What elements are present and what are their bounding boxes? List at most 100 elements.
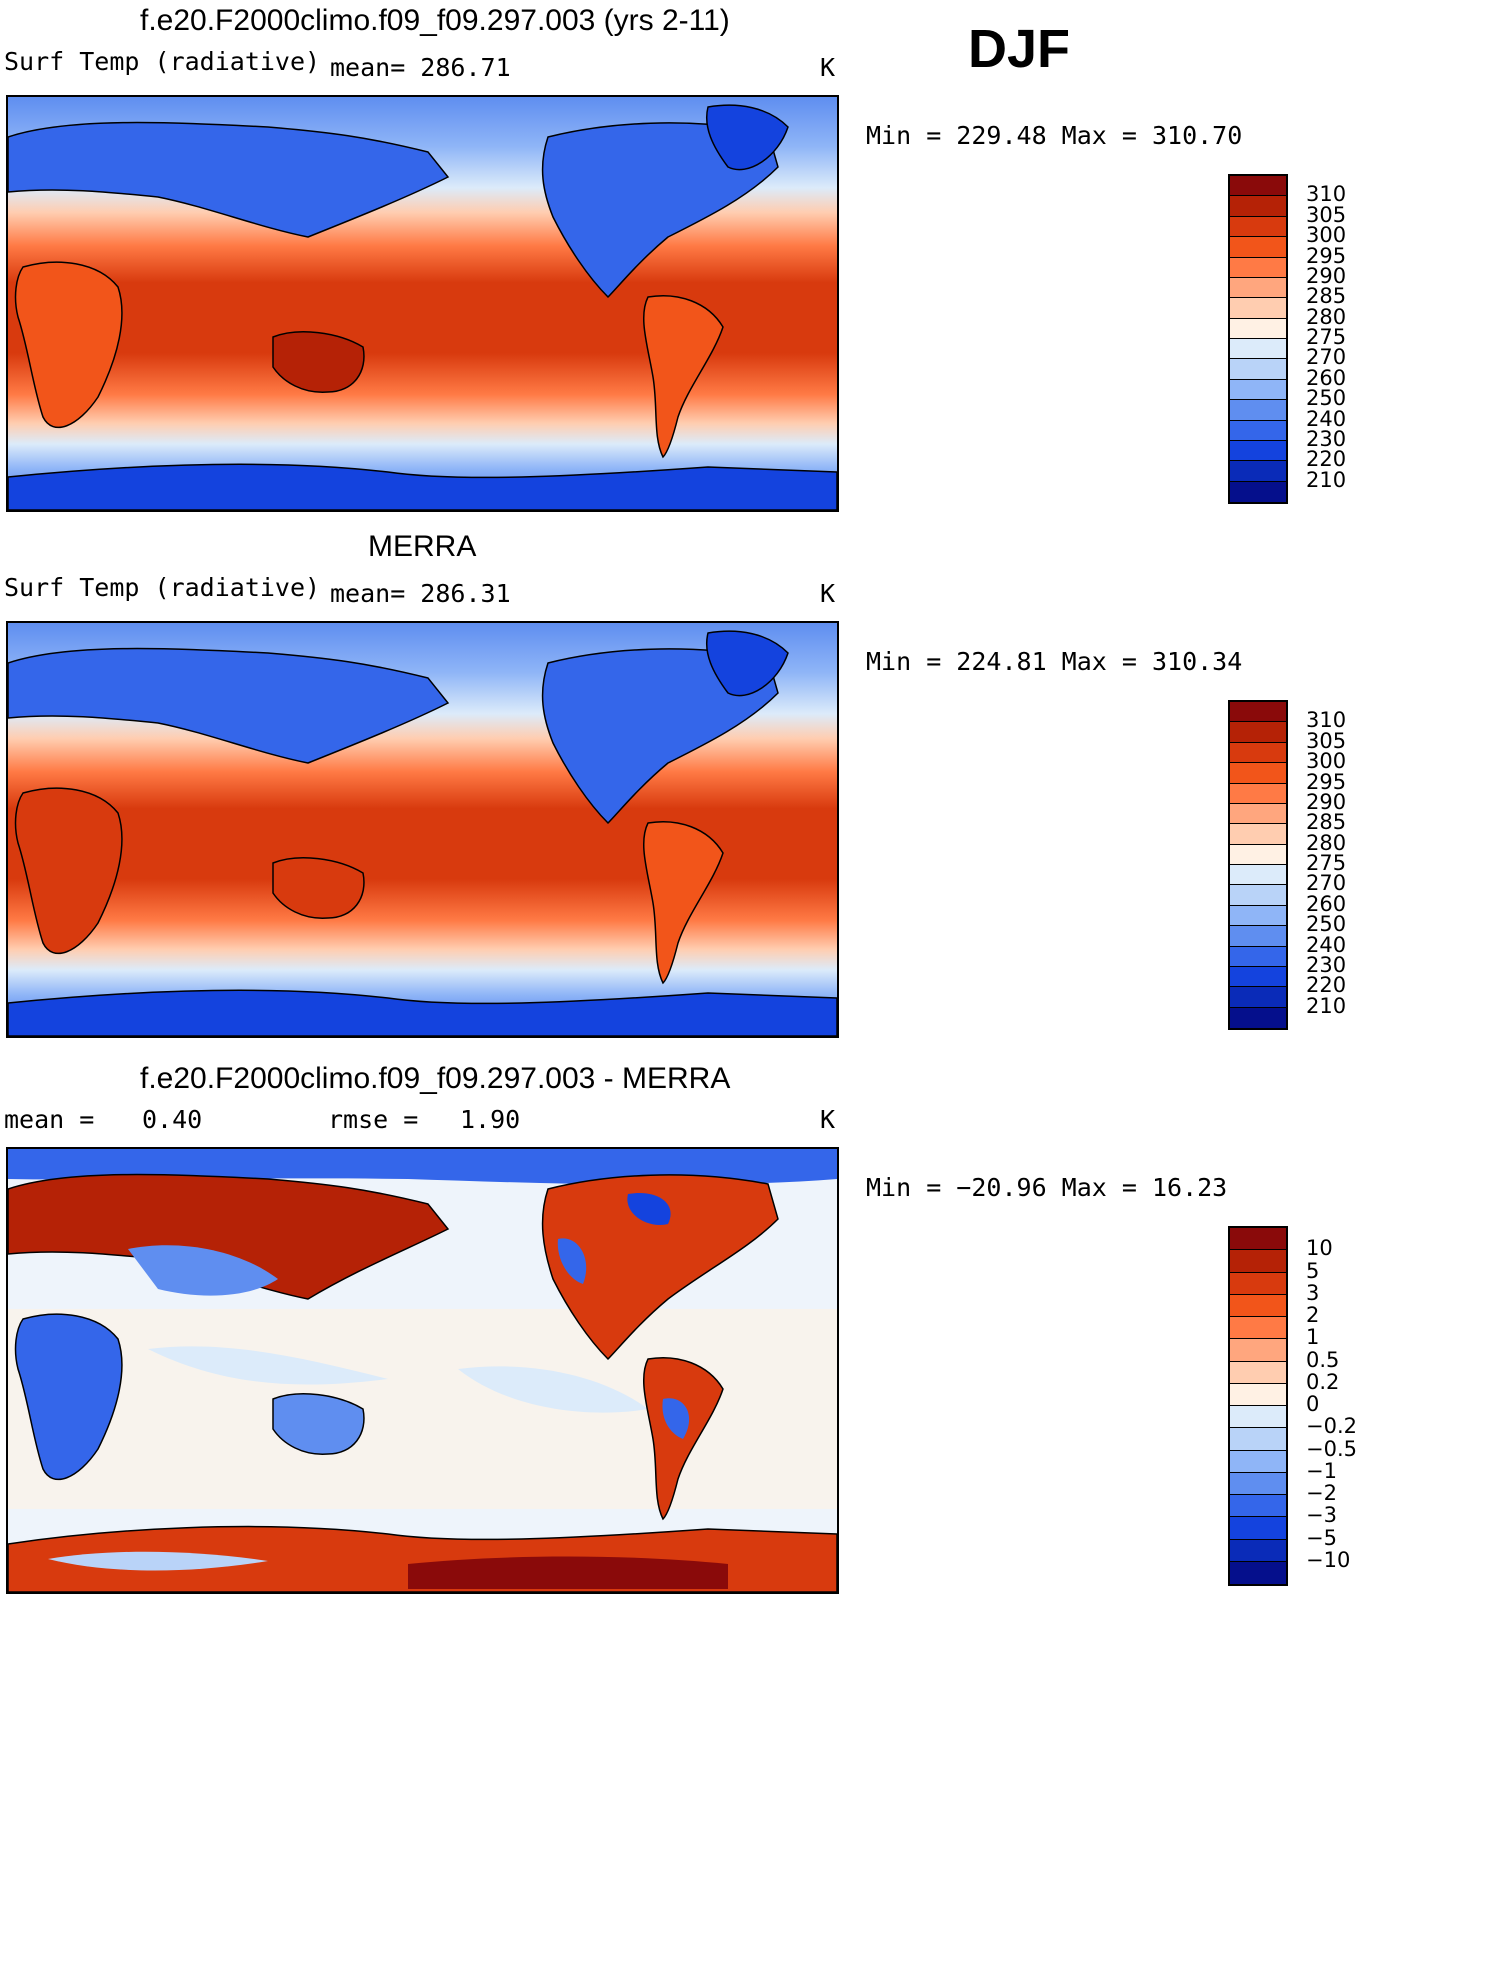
colorbar-tick-label: 240 (1306, 406, 1347, 431)
colorbar-tick-label: 0 (1306, 1392, 1320, 1416)
colorbar-segment (1230, 722, 1286, 743)
panel3-units: K (820, 1105, 836, 1134)
colorbar-segment (1230, 824, 1286, 845)
colorbar-segment (1230, 379, 1286, 401)
colorbar-tick-label: 280 (1306, 830, 1347, 855)
panel3-title: f.e20.F2000climo.f09_f09.297.003 - MERRA (140, 1062, 731, 1095)
colorbar-segment (1230, 216, 1286, 238)
colorbar-segment (1230, 440, 1286, 462)
colorbar-segment (1230, 420, 1286, 441)
colorbar-segment (1230, 196, 1286, 217)
colorbar-tick-label: −0.5 (1306, 1436, 1357, 1461)
colorbar-segment (1230, 885, 1286, 906)
colorbar-segment (1230, 865, 1286, 886)
panel3-rmse-value: 1.90 (460, 1105, 521, 1134)
colorbar-tick-label: 290 (1306, 263, 1347, 288)
colorbar-tick-label: 295 (1306, 243, 1347, 268)
continents-abs (8, 104, 837, 510)
colorbar-segment (1230, 176, 1286, 197)
panel3-map (6, 1147, 839, 1594)
colorbar-tick-label: 2 (1306, 1303, 1320, 1327)
continents-diff (8, 1173, 837, 1592)
colorbar-segment (1230, 905, 1286, 927)
colorbar-segment (1230, 926, 1286, 947)
panel1-variable: Surf Temp (radiative) (4, 47, 321, 76)
colorbar-tick-label: 220 (1306, 447, 1347, 472)
colorbar-segment (1230, 1007, 1286, 1028)
colorbar-tick-label: 1 (1306, 1325, 1320, 1350)
colorbar-segment (1230, 702, 1286, 723)
panel2-map (6, 621, 839, 1038)
colorbar-segment (1230, 237, 1286, 258)
colorbar-tick-label: 10 (1306, 1236, 1333, 1261)
panel2-mean: mean= 286.31 (330, 579, 511, 608)
colorbar-segment (1230, 1294, 1286, 1317)
season-label: DJF (968, 19, 1071, 79)
colorbar-tick-label: 300 (1306, 223, 1347, 248)
colorbar-segment (1230, 844, 1286, 865)
panel1-map (6, 95, 839, 512)
colorbar-tick-label: 310 (1306, 182, 1347, 207)
continents-merra (8, 630, 837, 1036)
colorbar-segment (1230, 400, 1286, 421)
colorbar-segment (1230, 763, 1286, 784)
colorbar-segment (1230, 987, 1286, 1008)
colorbar-tick-label: −2 (1306, 1481, 1337, 1505)
colorbar-segment (1230, 1495, 1286, 1518)
panel1-title: f.e20.F2000climo.f09_f09.297.003 (yrs 2-… (140, 4, 730, 37)
colorbar-segment (1230, 1450, 1286, 1473)
colorbar-tick-label: 285 (1306, 284, 1347, 309)
colorbar-tick-label: 5 (1306, 1258, 1320, 1283)
colorbar-segment (1230, 1517, 1286, 1540)
panel3-mean-label: mean = (4, 1105, 95, 1134)
colorbar-segment (1230, 1472, 1286, 1495)
colorbar-tick-label: 240 (1306, 932, 1347, 957)
panel2-minmax: Min = 224.81 Max = 310.34 (866, 647, 1243, 676)
colorbar-tick-label: 3 (1306, 1280, 1320, 1305)
colorbar-tick-label: 260 (1306, 891, 1347, 916)
colorbar-tick-label: 275 (1306, 325, 1347, 349)
colorbar-tick-label: 305 (1306, 728, 1347, 753)
colorbar-tick-label: 310 (1306, 708, 1347, 733)
colorbar-segment (1230, 257, 1286, 278)
colorbar-tick-label: 285 (1306, 810, 1347, 835)
colorbar-tick-label: 210 (1306, 467, 1347, 492)
colorbar-tick-label: 0.5 (1306, 1347, 1340, 1372)
panel1-units: K (820, 53, 836, 82)
colorbar-segment (1230, 1539, 1286, 1562)
colorbar-tick-label: 290 (1306, 789, 1347, 814)
colorbar-segment (1230, 461, 1286, 482)
colorbar-tick-label: 270 (1306, 871, 1347, 896)
colorbar-tick-label: 0.2 (1306, 1369, 1340, 1394)
map-abs-merra (8, 623, 837, 1036)
colorbar-tick-label: 300 (1306, 749, 1347, 774)
panel2-variable: Surf Temp (radiative) (4, 573, 321, 602)
colorbar-merra (1228, 700, 1288, 1030)
colorbar-segment (1230, 1406, 1286, 1429)
colorbar-segment (1230, 946, 1286, 967)
colorbar-segment (1230, 1561, 1286, 1584)
colorbar-segment (1230, 1317, 1286, 1340)
colorbar-tick-label: 210 (1306, 993, 1347, 1018)
panel3-rmse-label: rmse = (328, 1105, 419, 1134)
colorbar-tick-label: −10 (1306, 1547, 1351, 1572)
colorbar-tick-label: 260 (1306, 365, 1347, 390)
colorbar-segment (1230, 966, 1286, 988)
colorbar-tick-label: 270 (1306, 345, 1347, 370)
colorbar-segment (1230, 1428, 1286, 1451)
panel3-minmax: Min = −20.96 Max = 16.23 (866, 1173, 1228, 1202)
panel2-units: K (820, 579, 836, 608)
colorbar-segment (1230, 1250, 1286, 1273)
colorbar-tick-label: 230 (1306, 426, 1347, 451)
colorbar-segment (1230, 783, 1286, 804)
panel1-minmax: Min = 229.48 Max = 310.70 (866, 121, 1243, 150)
colorbar-tick-label: −1 (1306, 1458, 1337, 1483)
colorbar-segment (1230, 298, 1286, 319)
colorbar-segment (1230, 339, 1286, 360)
colorbar-tick-label: −3 (1306, 1503, 1337, 1528)
colorbar-segment (1230, 1228, 1286, 1251)
colorbar-segment (1230, 1361, 1286, 1384)
colorbar-tick-label: −5 (1306, 1525, 1337, 1550)
panel3-mean-value: 0.40 (142, 1105, 203, 1134)
colorbar-tick-label: 230 (1306, 952, 1347, 977)
